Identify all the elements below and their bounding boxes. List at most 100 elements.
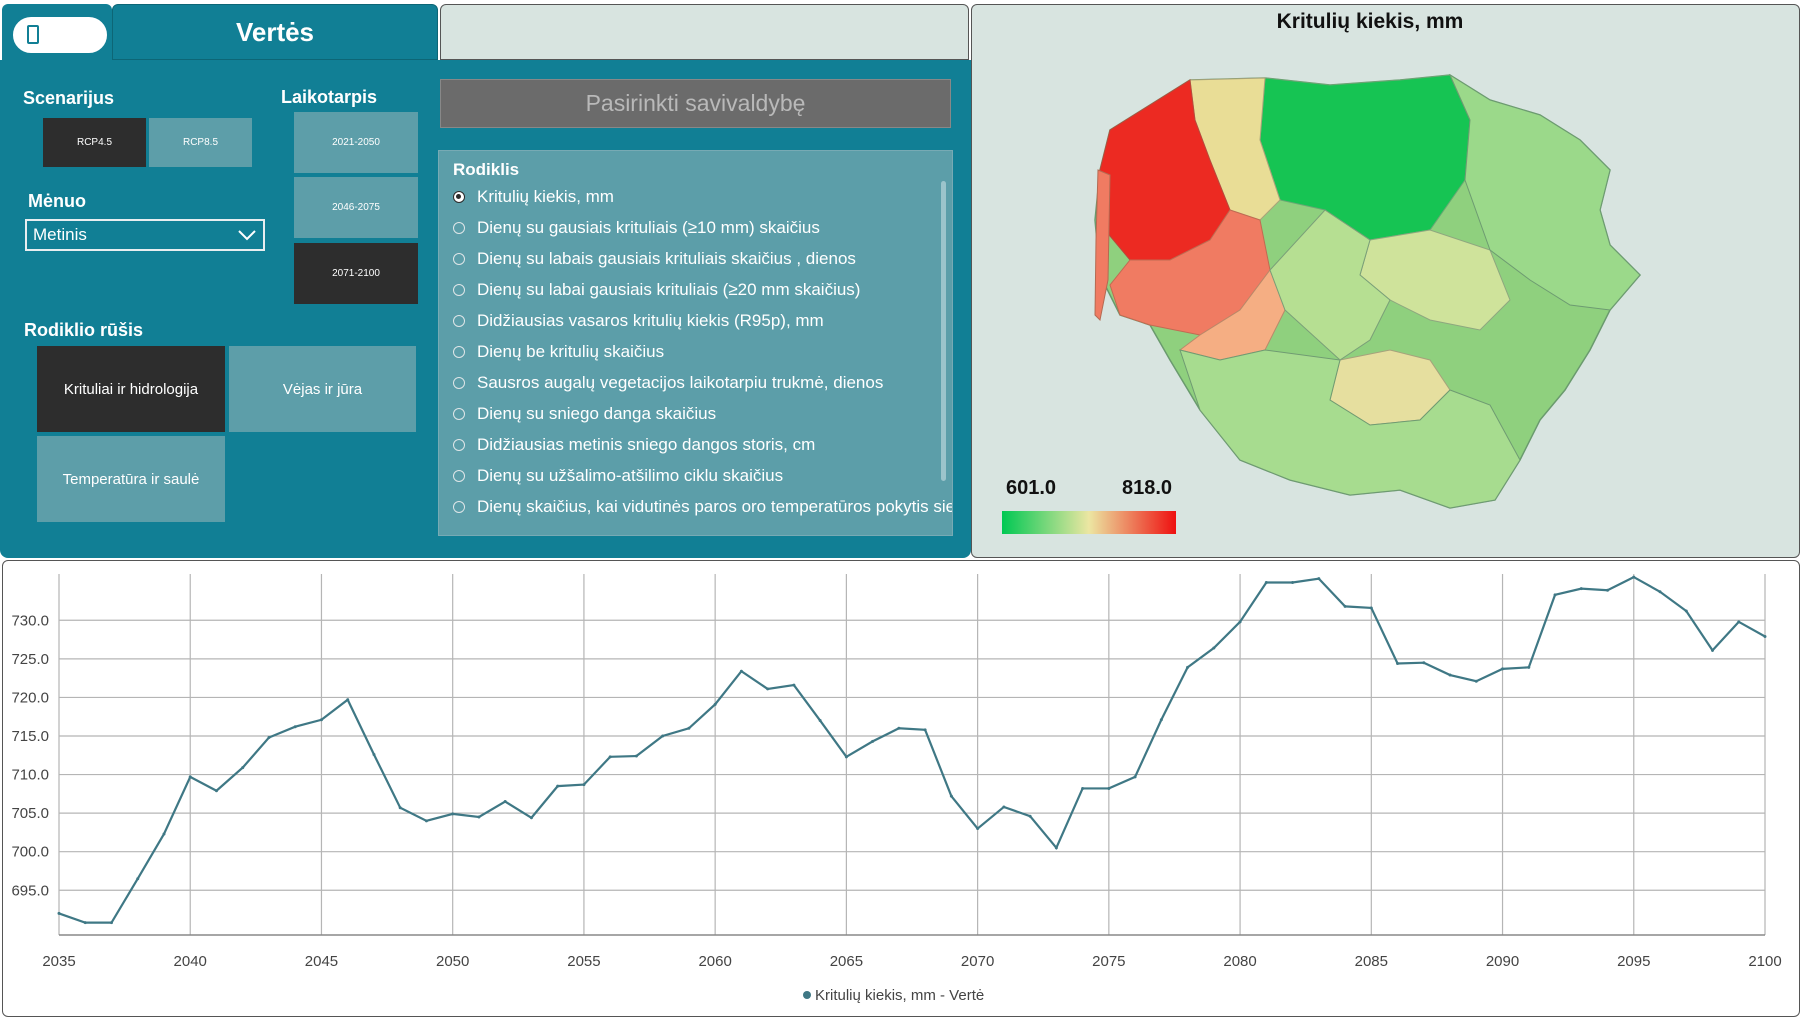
region-coast-strip[interactable] — [1094, 169, 1111, 322]
data-point — [976, 827, 980, 831]
chart-panel — [2, 560, 1800, 1017]
data-point — [739, 669, 743, 673]
indicator-option[interactable]: Dienų be kritulių skaičius — [453, 342, 664, 362]
x-tick-label: 2070 — [961, 953, 994, 970]
data-point — [1501, 667, 1505, 671]
lithuania-choropleth-map[interactable] — [1070, 60, 1710, 540]
month-dropdown[interactable]: Metinis — [25, 219, 265, 251]
data-point — [766, 687, 770, 691]
region-south-green[interactable] — [1179, 349, 1521, 509]
data-point — [109, 921, 113, 925]
select-municipality-button[interactable]: Pasirinkti savivaldybę — [440, 79, 951, 128]
data-point — [83, 921, 87, 925]
x-tick-label: 2045 — [305, 953, 338, 970]
line-chart[interactable]: 695.0 700.0 705.0 710.0 715.0 720.0 725.0 730.0… — [0, 560, 1800, 1020]
type-temperatura-label: Temperatūra ir saulė — [62, 470, 200, 488]
indicator-option[interactable]: Sausros augalų vegetacijos laikotarpiu t… — [453, 373, 883, 393]
indicator-option[interactable]: Didžiausias metinis sniego dangos storis… — [453, 435, 815, 455]
type-temperatura-button[interactable]: Temperatūra ir saulė — [37, 436, 225, 522]
legend-gradient-bar — [1002, 511, 1176, 534]
region-east-green[interactable] — [1448, 73, 1641, 311]
scenario-rcp85-button[interactable]: RCP8.5 — [149, 118, 252, 167]
data-point — [923, 728, 927, 732]
data-point — [1002, 805, 1006, 809]
period-2021-2050-label: 2021-2050 — [332, 137, 380, 148]
legend-min-label: 601.0 — [1006, 477, 1057, 499]
indicator-option-label: Dienų su gausiais krituliais (≥10 mm) sk… — [477, 218, 820, 237]
data-point — [346, 698, 350, 702]
indicator-option[interactable]: Dienų su labais gausiais krituliais skai… — [453, 249, 856, 269]
data-point — [1317, 577, 1321, 581]
y-tick-label: 695.0 — [11, 882, 49, 899]
indicator-option[interactable]: Dienų su labai gausiais krituliais (≥20 … — [453, 280, 860, 300]
data-point — [687, 726, 691, 730]
data-point — [897, 726, 901, 730]
data-point — [1369, 606, 1373, 610]
indicator-option[interactable]: Dienų su sniego danga skaičius — [453, 404, 716, 424]
indicator-option-label: Didžiausias vasaros kritulių kiekis (R95… — [477, 311, 824, 330]
data-point — [1264, 580, 1268, 584]
list-scrollbar[interactable] — [941, 181, 946, 481]
data-point — [188, 775, 192, 779]
period-2046-2075-button[interactable]: 2046-2075 — [294, 177, 418, 238]
data-point — [424, 819, 428, 823]
indicator-list[interactable]: Rodiklis Kritulių kiekis, mm Dienų su ga… — [438, 150, 953, 536]
data-point — [267, 736, 271, 740]
data-point — [451, 812, 455, 816]
radio-icon — [453, 284, 465, 296]
data-point — [1054, 846, 1058, 850]
map-title: Kritulių kiekis, mm — [1276, 10, 1464, 33]
y-tick-label: 705.0 — [11, 805, 49, 822]
x-tick-label: 2085 — [1355, 953, 1388, 970]
chevron-down-icon — [238, 230, 256, 241]
x-tick-label: 2080 — [1223, 953, 1256, 970]
data-point — [713, 702, 717, 706]
region-center-west-green[interactable] — [1269, 209, 1391, 361]
icon-pill[interactable] — [10, 14, 110, 56]
indicator-option[interactable]: Didžiausias vasaros kritulių kiekis (R95… — [453, 311, 824, 331]
series-line — [58, 575, 1766, 924]
type-krituliai-button[interactable]: Krituliai ir hidrologija — [37, 346, 225, 432]
indicator-option[interactable]: Dienų su gausiais krituliais (≥10 mm) sk… — [453, 218, 820, 238]
period-2046-2075-label: 2046-2075 — [332, 202, 380, 213]
period-2071-2100-button[interactable]: 2071-2100 — [294, 243, 418, 304]
y-tick-label: 730.0 — [11, 612, 49, 629]
period-2071-2100-label: 2071-2100 — [332, 268, 380, 279]
radio-icon — [453, 377, 465, 389]
data-point — [1081, 786, 1085, 790]
data-point — [372, 753, 376, 756]
data-point — [529, 816, 533, 820]
data-point — [1212, 646, 1216, 650]
data-point — [293, 725, 297, 729]
type-vejas-label: Vėjas ir jūra — [282, 380, 363, 398]
scenario-rcp45-button[interactable]: RCP4.5 — [43, 118, 146, 167]
indicator-option-label: Dienų su sniego danga skaičius — [477, 404, 717, 423]
data-point — [1107, 786, 1111, 790]
period-2021-2050-button[interactable]: 2021-2050 — [294, 112, 418, 173]
x-tick-label: 2065 — [830, 953, 863, 970]
radio-icon — [453, 501, 465, 513]
data-point — [398, 806, 402, 810]
indicator-option[interactable]: Dienų skaičius, kai vidutinės paros oro … — [453, 497, 952, 517]
x-tick-label: 2075 — [1092, 953, 1125, 970]
tab-empty[interactable] — [440, 4, 969, 60]
x-tick-label: 2060 — [698, 953, 731, 970]
type-vejas-button[interactable]: Vėjas ir jūra — [229, 346, 416, 432]
data-point — [1291, 580, 1295, 584]
data-point — [1632, 575, 1636, 579]
x-tick-label: 2090 — [1486, 953, 1519, 970]
data-point — [844, 755, 848, 759]
data-point — [661, 734, 665, 738]
indicator-option[interactable]: Kritulių kiekis, mm — [453, 187, 614, 207]
indicator-option-label: Kritulių kiekis, mm — [477, 187, 614, 206]
icon-tab[interactable] — [2, 4, 112, 60]
tab-vertes-label: Vertės — [235, 16, 315, 47]
data-point — [1711, 648, 1715, 652]
indicator-option[interactable]: Dienų su užšalimo-atšilimo ciklu skaičiu… — [453, 466, 783, 486]
data-point — [477, 815, 481, 819]
indicator-option-label: Dienų su užšalimo-atšilimo ciklu skaičiu… — [477, 466, 784, 485]
scenario-label: Scenarijus — [23, 88, 115, 108]
tab-vertes[interactable]: Vertės — [112, 4, 438, 60]
type-krituliai-label: Krituliai ir hidrologija — [63, 380, 199, 398]
month-label: Mėnuo — [28, 191, 86, 211]
